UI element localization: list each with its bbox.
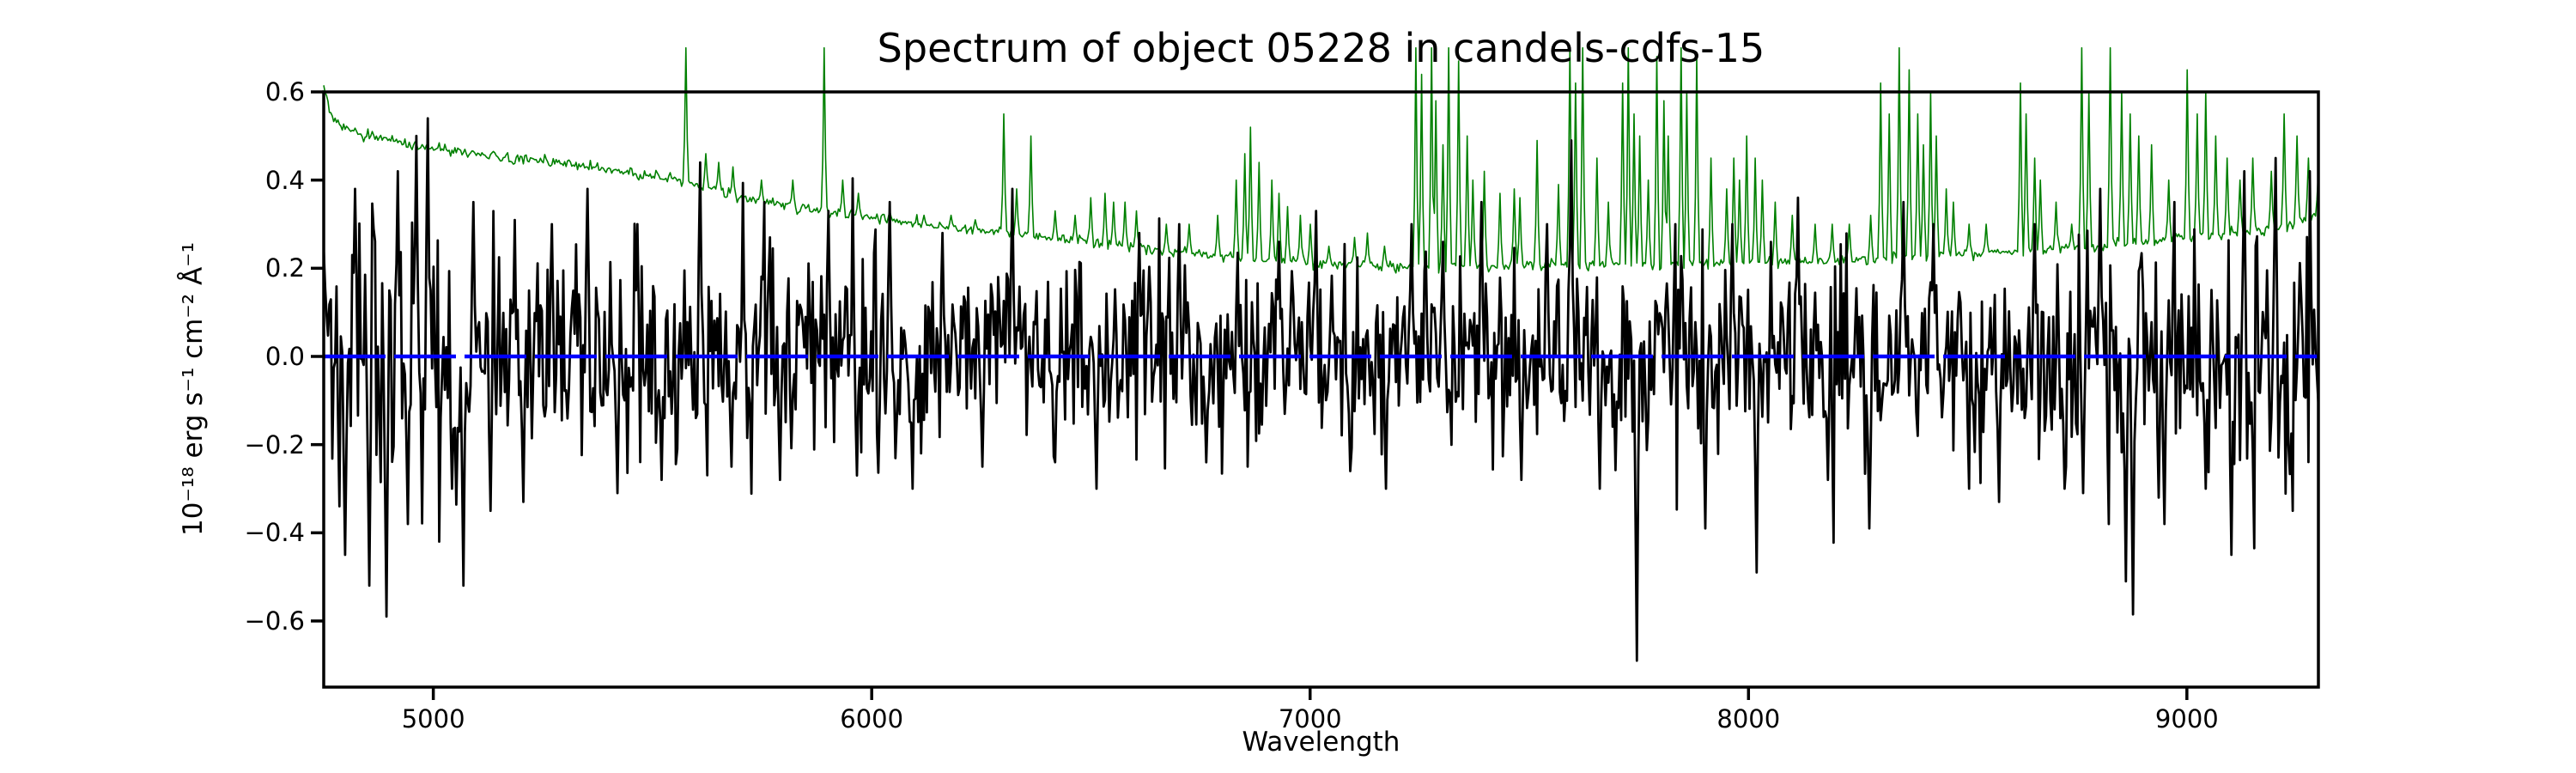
x-tick-label: 6000	[840, 704, 904, 733]
object-flux-spectrum	[322, 117, 2320, 662]
y-tick-label: 0.2	[264, 253, 305, 283]
y-tick-label: 0.0	[264, 342, 305, 371]
y-tick-label: −0.4	[244, 518, 305, 548]
x-tick-label: 5000	[401, 704, 465, 733]
x-axis-label: Wavelength	[1242, 727, 1400, 758]
y-tick-label: −0.2	[244, 429, 305, 460]
y-tick-label: 0.4	[264, 165, 305, 195]
sky-noise-spectrum	[323, 46, 2319, 274]
axes-spines	[322, 90, 2320, 689]
y-tick-label: 0.6	[264, 77, 305, 107]
y-axis-label: 10⁻¹⁸ erg s⁻¹ cm⁻² Å⁻¹	[178, 242, 209, 536]
x-tick-label: 8000	[1716, 704, 1781, 733]
y-tick-label: −0.6	[244, 606, 305, 636]
x-tick-label: 9000	[2154, 704, 2219, 733]
x-tick-label: 7000	[1278, 704, 1342, 733]
plot-title: Spectrum of object 05228 in candels-cdfs…	[877, 25, 1765, 71]
